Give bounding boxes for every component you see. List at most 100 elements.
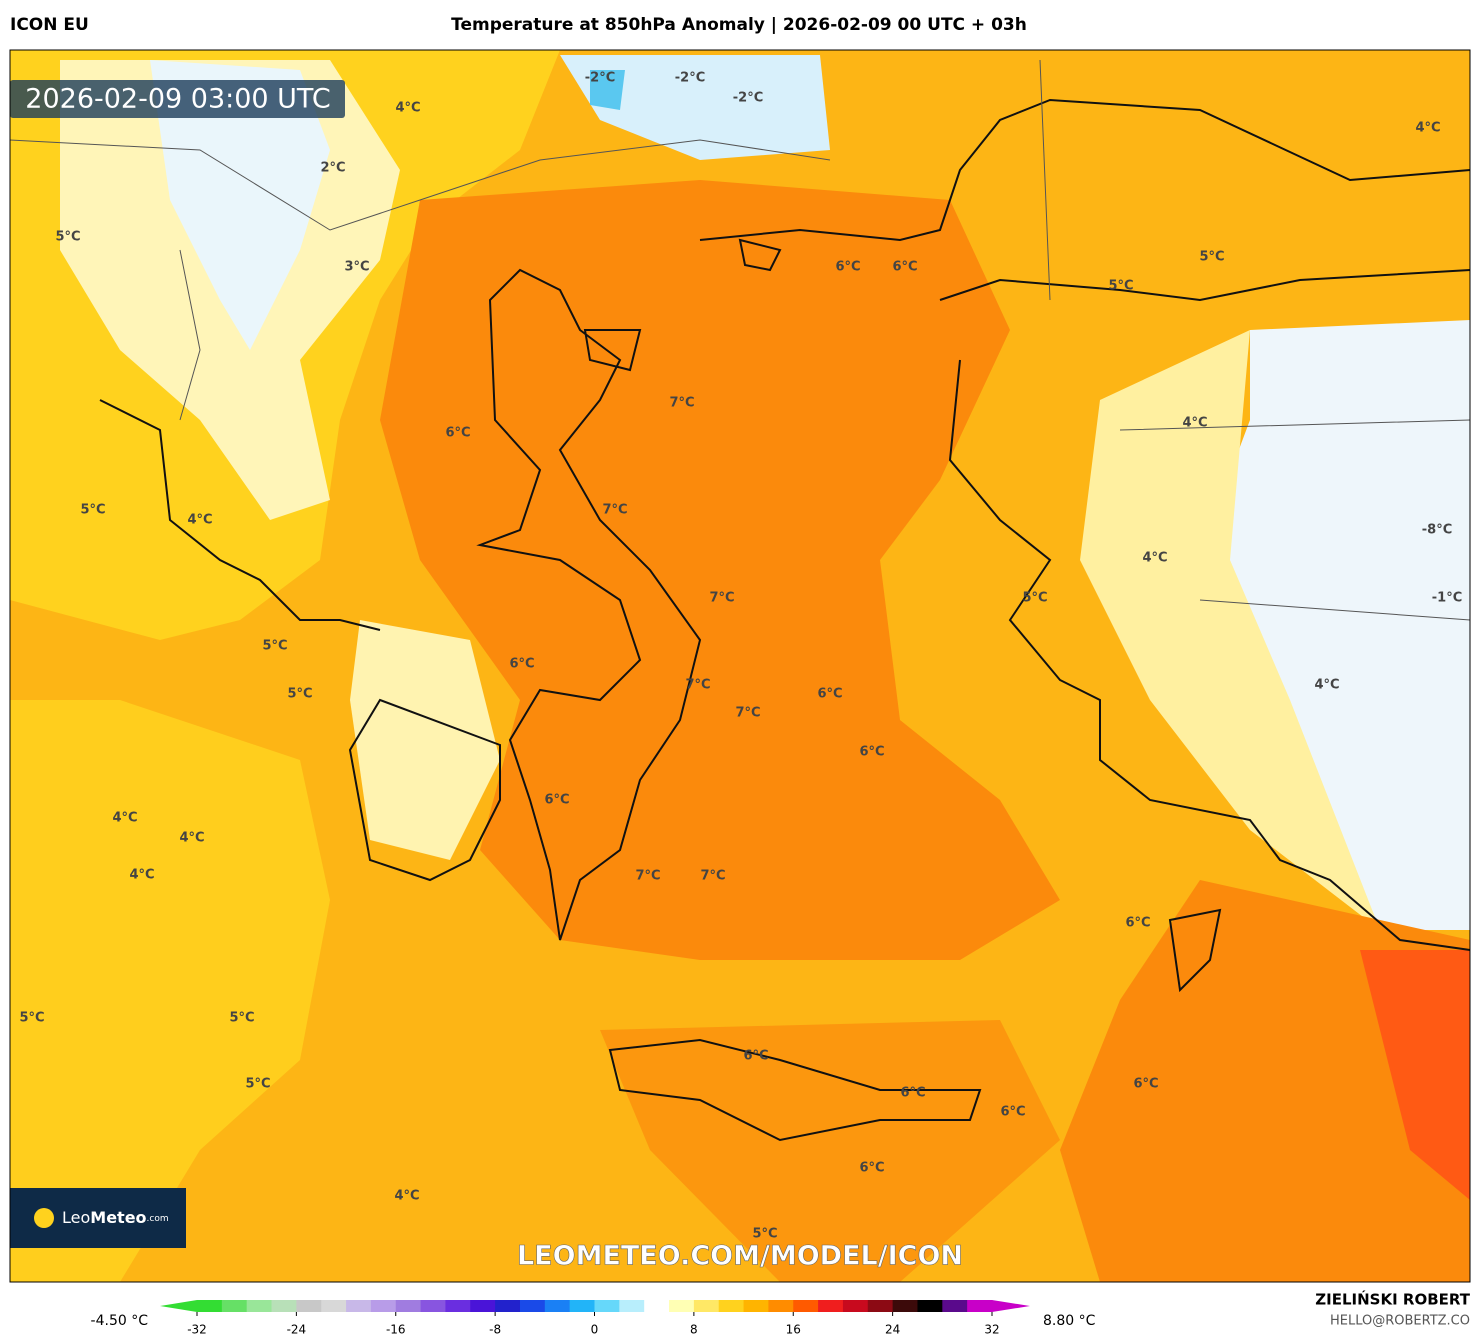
model-name: ICON EU (10, 15, 89, 35)
colorbar-cell (619, 1300, 645, 1312)
colorbar-tick-label: 16 (786, 1323, 801, 1337)
isotherm-label: 5°C (1199, 250, 1224, 265)
isotherm-label: 7°C (669, 396, 694, 411)
colorbar-tick-label: 0 (591, 1323, 599, 1337)
isotherm-label: 4°C (1415, 121, 1440, 136)
isotherm-label: 5°C (80, 503, 105, 518)
author: ZIELIŃSKI ROBERT (1315, 1290, 1470, 1309)
isotherm-label: 6°C (1000, 1105, 1025, 1120)
colorbar-cell (271, 1300, 297, 1312)
isotherm-label: 6°C (817, 687, 842, 702)
colorbar-cell (594, 1300, 620, 1312)
colorbar-cell (197, 1300, 223, 1312)
isotherm-label: 4°C (187, 513, 212, 528)
isotherm-label: 4°C (112, 811, 137, 826)
colorbar-cell (867, 1300, 894, 1312)
colorbar-cell (793, 1300, 819, 1312)
isotherm-label: 3°C (344, 260, 369, 275)
logo-light: Leo (62, 1208, 90, 1227)
colorbar-tick-label: -8 (489, 1323, 501, 1337)
isotherm-label: 5°C (1108, 279, 1133, 294)
colorbar-tick-label: -24 (287, 1323, 307, 1337)
chart-title: Temperature at 850hPa Anomaly | 2026-02-… (451, 15, 1027, 35)
isotherm-label: 4°C (1142, 551, 1167, 566)
valid-time: 2026-02-09 03:00 UTC (25, 84, 330, 115)
colorbar-cell (470, 1300, 496, 1312)
isotherm-label: 6°C (892, 260, 917, 275)
colorbar: -32 -24 -16 -8 0 8 16 24 32 (160, 1300, 1030, 1337)
isotherm-label: 7°C (602, 503, 627, 518)
colorbar-cell (743, 1300, 769, 1312)
isotherm-label: 4°C (394, 1189, 419, 1204)
isotherm-label: 4°C (395, 101, 420, 116)
isotherm-label: 4°C (1314, 678, 1339, 693)
logo-suffix: .com (147, 1214, 169, 1224)
isotherm-label: 5°C (262, 639, 287, 654)
colorbar-cell (644, 1300, 670, 1312)
colorbar-cell (818, 1300, 844, 1312)
colorbar-cell (892, 1300, 918, 1312)
isotherm-label: 6°C (859, 1161, 884, 1176)
colorbar-cell (967, 1300, 993, 1312)
isotherm-label: 6°C (835, 260, 860, 275)
colorbar-cell (495, 1300, 521, 1312)
map: 2026-02-09 03:00 UTC LeoMeteo.com LEOMET… (9, 49, 1471, 1283)
isotherm-label: 5°C (245, 1077, 270, 1092)
colorbar-cell (246, 1300, 273, 1312)
colorbar-tick-label: 8 (690, 1323, 698, 1337)
isotherm-label: -2°C (585, 71, 615, 86)
colorbar-tick-label: -16 (386, 1323, 406, 1337)
isotherm-label: -8°C (1422, 523, 1452, 538)
colorbar-cell (768, 1300, 794, 1312)
colorbar-cell (842, 1300, 869, 1312)
colorbar-cell (718, 1300, 745, 1312)
isotherm-label: 5°C (55, 230, 80, 245)
isotherm-label: 2°C (320, 161, 345, 176)
colorbar-cell (321, 1300, 347, 1312)
isotherm-label: -2°C (675, 71, 705, 86)
isotherm-label: 6°C (445, 426, 470, 441)
colorbar-cell (395, 1300, 422, 1312)
svg-text:LeoMeteo.com: LeoMeteo.com (62, 1208, 169, 1227)
colorbar-cell (296, 1300, 322, 1312)
colorbar-cell (420, 1300, 446, 1312)
colorbar-cell (445, 1300, 471, 1312)
isotherm-label: 5°C (287, 687, 312, 702)
colorbar-cell (693, 1300, 720, 1312)
isotherm-label: 5°C (752, 1227, 777, 1242)
isotherm-label: 7°C (709, 591, 734, 606)
isotherm-label: -2°C (733, 91, 763, 106)
isotherm-label: 4°C (1182, 416, 1207, 431)
colorbar-cell (221, 1300, 248, 1312)
isotherm-label: 6°C (743, 1049, 768, 1064)
isotherm-label: 7°C (685, 678, 710, 693)
isotherm-label: 6°C (1133, 1077, 1158, 1092)
colorbar-cell (942, 1300, 968, 1312)
colorbar-arrow (160, 1300, 197, 1312)
colorbar-cell (544, 1300, 571, 1312)
isotherm-label: 6°C (900, 1086, 925, 1101)
contact: HELLO@ROBERTZ.CO (1330, 1314, 1470, 1329)
colorbar-cell (917, 1300, 943, 1312)
colorbar-cell (519, 1300, 546, 1312)
isotherm-label: 7°C (635, 869, 660, 884)
isotherm-label: 7°C (735, 706, 760, 721)
colorbar-cell (669, 1300, 695, 1312)
watermark: LEOMETEO.COM/MODEL/ICON (517, 1241, 963, 1272)
colorbar-tick-label: 32 (984, 1323, 999, 1337)
isotherm-label: 6°C (544, 793, 569, 808)
colorbar-min: -4.50 °C (91, 1313, 149, 1329)
isotherm-label: 4°C (179, 831, 204, 846)
colorbar-cell (346, 1300, 372, 1312)
colorbar-tick-label: -32 (187, 1323, 207, 1337)
isotherm-label: 5°C (229, 1011, 254, 1026)
colorbar-tick-label: 24 (885, 1323, 900, 1337)
colorbar-max: 8.80 °C (1043, 1313, 1096, 1329)
isotherm-label: 4°C (129, 868, 154, 883)
colorbar-cell (569, 1300, 595, 1312)
isotherm-label: 6°C (509, 657, 534, 672)
isotherm-label: 6°C (859, 745, 884, 760)
logo-bold: Meteo (90, 1208, 146, 1227)
colorbar-arrow (992, 1300, 1030, 1312)
